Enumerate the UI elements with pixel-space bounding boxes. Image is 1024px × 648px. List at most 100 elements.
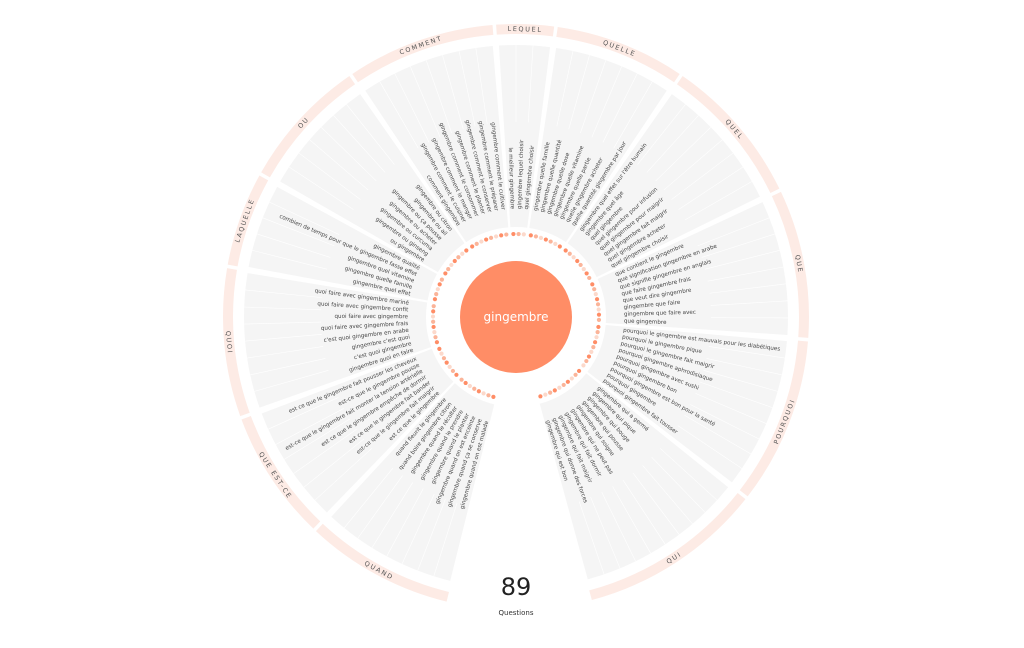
question-dot[interactable]: [573, 372, 578, 377]
question-label[interactable]: quoi faire avec gingembre frais: [321, 321, 409, 332]
question-dot[interactable]: [470, 244, 475, 249]
question-dot[interactable]: [576, 368, 582, 374]
question-dot[interactable]: [432, 329, 437, 335]
question-dot[interactable]: [439, 351, 444, 356]
category-ring-que-est-ce[interactable]: [241, 415, 321, 529]
question-dot[interactable]: [434, 340, 440, 345]
question-dot[interactable]: [504, 232, 509, 237]
question-dot[interactable]: [569, 376, 574, 381]
category-ring-ou[interactable]: [261, 75, 356, 178]
question-dot[interactable]: [463, 380, 468, 386]
question-dot[interactable]: [538, 394, 543, 399]
keyword-center-circle[interactable]: [460, 261, 572, 373]
question-label[interactable]: gingembre que faire: [623, 300, 681, 311]
question-dot[interactable]: [548, 390, 553, 395]
question-dot[interactable]: [456, 255, 461, 260]
question-dot[interactable]: [584, 358, 589, 364]
question-dot[interactable]: [557, 244, 562, 249]
question-dot[interactable]: [459, 377, 464, 382]
question-dot[interactable]: [431, 324, 436, 330]
question-dot[interactable]: [511, 231, 516, 237]
question-dot[interactable]: [516, 231, 521, 237]
question-dot[interactable]: [561, 382, 566, 388]
question-dot[interactable]: [596, 307, 601, 312]
question-dot[interactable]: [447, 364, 452, 369]
question-dot[interactable]: [533, 234, 539, 239]
question-dot[interactable]: [434, 292, 439, 297]
question-dot[interactable]: [543, 392, 548, 397]
category-ring-qui[interactable]: [589, 492, 746, 601]
question-dot[interactable]: [493, 234, 499, 239]
question-dot[interactable]: [481, 391, 486, 396]
question-dot[interactable]: [553, 241, 558, 246]
question-label[interactable]: le meilleur gingembre: [507, 147, 515, 209]
question-label[interactable]: que gingembre: [624, 319, 667, 326]
category-ring-quelle[interactable]: [556, 26, 680, 83]
question-dot[interactable]: [565, 379, 570, 384]
question-dot[interactable]: [437, 282, 442, 287]
question-dot[interactable]: [594, 297, 600, 302]
question-dot[interactable]: [571, 255, 576, 260]
question-dot[interactable]: [441, 356, 447, 361]
question-dot[interactable]: [567, 251, 572, 256]
question-dot[interactable]: [446, 266, 451, 272]
question-dot[interactable]: [449, 262, 454, 268]
question-dot[interactable]: [499, 233, 504, 238]
question-dot[interactable]: [472, 386, 477, 391]
question-label[interactable]: gingembre lequel choisir: [517, 139, 525, 209]
question-dot[interactable]: [431, 309, 436, 314]
question-dot[interactable]: [439, 277, 444, 282]
question-dot[interactable]: [589, 349, 594, 354]
question-dot[interactable]: [474, 241, 479, 246]
question-dot[interactable]: [595, 329, 600, 335]
question-dot[interactable]: [444, 360, 449, 365]
question-dot[interactable]: [464, 248, 469, 253]
question-dot[interactable]: [484, 237, 489, 242]
category-ring-que[interactable]: [771, 191, 809, 338]
question-dot[interactable]: [587, 275, 592, 281]
question-dot[interactable]: [443, 271, 448, 276]
category-ring-laquelle[interactable]: [227, 175, 269, 267]
category-ring-quoi[interactable]: [223, 268, 250, 417]
question-dot[interactable]: [486, 393, 491, 398]
question-dot[interactable]: [450, 368, 456, 374]
question-dot[interactable]: [435, 287, 440, 292]
question-dot[interactable]: [593, 292, 598, 297]
category-ring-pourquoi[interactable]: [739, 340, 808, 497]
question-dot[interactable]: [467, 383, 472, 389]
question-dot[interactable]: [433, 335, 438, 340]
category-ring-comment[interactable]: [352, 24, 494, 83]
question-dot[interactable]: [592, 287, 597, 292]
question-dot[interactable]: [581, 266, 586, 272]
question-dot[interactable]: [479, 239, 484, 244]
question-dot[interactable]: [596, 324, 601, 330]
question-dot[interactable]: [595, 302, 601, 307]
question-dot[interactable]: [452, 258, 457, 264]
question-dot[interactable]: [437, 346, 442, 351]
question-label[interactable]: quoi faire avec gingembre: [334, 314, 408, 320]
question-dot[interactable]: [596, 317, 602, 322]
question-dot[interactable]: [552, 388, 557, 393]
category-ring-quand[interactable]: [315, 523, 449, 602]
question-dot[interactable]: [594, 335, 599, 340]
question-dot[interactable]: [557, 385, 562, 390]
question-label[interactable]: gingembre que faire avec: [624, 310, 696, 318]
category-ring-quel[interactable]: [676, 75, 780, 194]
question-dot[interactable]: [548, 239, 553, 244]
question-dot[interactable]: [592, 340, 598, 345]
question-dot[interactable]: [581, 363, 586, 368]
question-dot[interactable]: [488, 235, 494, 240]
question-dot[interactable]: [460, 251, 465, 256]
question-dot[interactable]: [491, 394, 496, 399]
question-dot[interactable]: [584, 271, 589, 276]
category-ring-lequel[interactable]: [496, 23, 555, 37]
question-dot[interactable]: [538, 235, 544, 240]
question-dot[interactable]: [563, 248, 568, 253]
question-dot[interactable]: [586, 354, 592, 359]
question-dot[interactable]: [431, 319, 436, 324]
question-dot[interactable]: [590, 282, 595, 287]
question-dot[interactable]: [430, 314, 436, 319]
question-dot[interactable]: [432, 297, 438, 302]
question-dot[interactable]: [528, 233, 533, 238]
question-dot[interactable]: [578, 262, 583, 268]
